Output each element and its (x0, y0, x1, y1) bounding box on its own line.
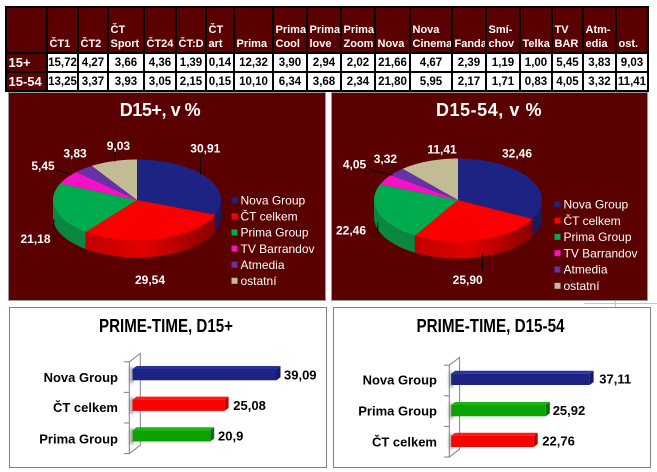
svg-text:ČT celkem: ČT celkem (372, 435, 437, 450)
svg-text:32,46: 32,46 (502, 147, 532, 161)
svg-text:11,41: 11,41 (427, 143, 457, 157)
svg-text:4,05: 4,05 (343, 158, 367, 172)
svg-text:25,92: 25,92 (553, 403, 586, 418)
svg-text:Atmedia: Atmedia (564, 263, 608, 277)
svg-text:25,08: 25,08 (233, 398, 266, 413)
svg-text:25,90: 25,90 (453, 273, 483, 287)
svg-text:PRIME-TIME, D15-54: PRIME-TIME, D15-54 (417, 315, 566, 336)
svg-text:Nova Group: Nova Group (363, 372, 437, 387)
svg-text:ČT celkem: ČT celkem (564, 213, 621, 228)
svg-text:22,76: 22,76 (542, 434, 575, 449)
svg-text:21,18: 21,18 (20, 232, 50, 246)
svg-text:TV Barrandov: TV Barrandov (564, 246, 638, 260)
svg-text:5,45: 5,45 (31, 159, 55, 173)
svg-text:Prima Group: Prima Group (564, 230, 632, 244)
svg-text:PRIME-TIME, D15+: PRIME-TIME, D15+ (99, 315, 233, 336)
svg-text:D15+, v %: D15+, v % (120, 100, 201, 120)
svg-text:3,83: 3,83 (63, 147, 87, 161)
svg-text:Prima Group: Prima Group (39, 432, 118, 447)
svg-text:TV Barrandov: TV Barrandov (241, 242, 315, 256)
svg-text:20,9: 20,9 (218, 429, 243, 444)
svg-text:37,11: 37,11 (599, 372, 631, 387)
svg-text:22,46: 22,46 (336, 224, 366, 238)
svg-text:3,32: 3,32 (374, 152, 398, 166)
svg-text:ostatní: ostatní (241, 274, 278, 288)
svg-text:9,03: 9,03 (107, 139, 131, 153)
svg-text:Nova Group: Nova Group (44, 370, 118, 385)
svg-text:Prima Group: Prima Group (241, 226, 309, 240)
svg-text:Atmedia: Atmedia (241, 258, 285, 272)
svg-text:29,54: 29,54 (135, 273, 165, 287)
svg-text:D15-54, v %: D15-54, v % (436, 100, 542, 120)
svg-text:ostatní: ostatní (564, 279, 601, 293)
svg-text:Nova Group: Nova Group (241, 194, 306, 208)
svg-text:ČT celkem: ČT celkem (53, 400, 118, 415)
svg-text:ČT celkem: ČT celkem (241, 209, 298, 224)
svg-text:30,91: 30,91 (190, 141, 220, 155)
svg-text:39,09: 39,09 (284, 367, 317, 382)
svg-text:Nova Group: Nova Group (564, 198, 629, 212)
svg-text:Prima Group: Prima Group (358, 404, 437, 419)
